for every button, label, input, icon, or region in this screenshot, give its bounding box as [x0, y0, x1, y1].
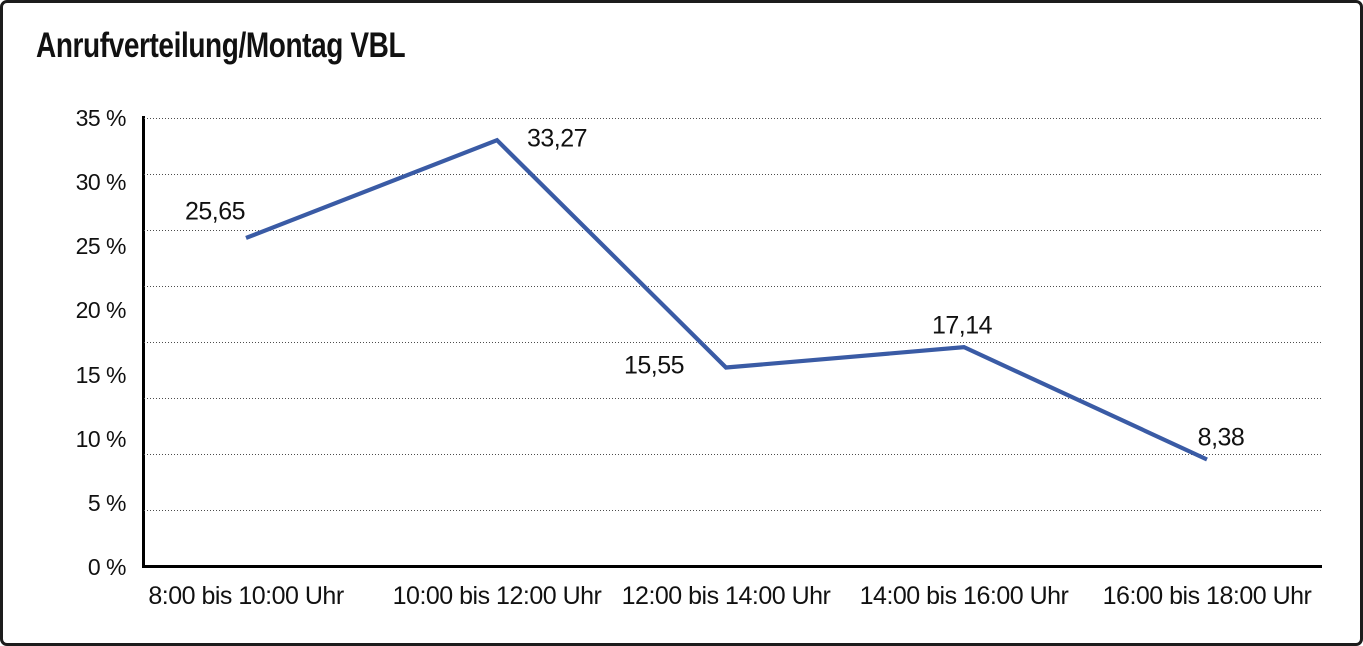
x-tick-label: 10:00 bis 12:00 Uhr: [392, 582, 602, 610]
data-series-line: [245, 137, 1208, 462]
y-tick-label: 25 %: [75, 233, 127, 260]
gridline: [144, 510, 1322, 512]
gridline: [144, 229, 1322, 231]
x-tick-label: 16:00 bis 18:00 Uhr: [1102, 582, 1312, 610]
gridline: [144, 117, 1322, 119]
data-point-label: 17,14: [931, 311, 993, 340]
x-tick-label: 12:00 bis 14:00 Uhr: [621, 582, 831, 610]
gridline: [144, 398, 1322, 400]
y-tick-label: 5 %: [87, 489, 127, 516]
gridline: [144, 173, 1322, 175]
data-point-label: 15,55: [623, 351, 685, 380]
y-tick-label: 35 %: [75, 105, 127, 131]
y-tick-label: 30 %: [75, 169, 127, 196]
data-point-label: 33,27: [526, 124, 588, 153]
y-tick-label: 20 %: [75, 297, 127, 324]
y-tick-label: 0 %: [87, 554, 127, 580]
x-axis-line: [144, 565, 1322, 568]
y-tick-label: 15 %: [75, 361, 127, 388]
gridline: [144, 285, 1322, 287]
gridline: [144, 454, 1322, 456]
y-tick-label: 10 %: [75, 425, 127, 452]
gridline: [144, 342, 1322, 343]
x-tick-label: 8:00 bis 10:00 Uhr: [148, 582, 344, 610]
chart-title: Anrufverteilung/Montag VBL: [36, 26, 406, 65]
y-axis-line: [142, 116, 145, 568]
data-point-label: 25,65: [184, 197, 246, 226]
data-point-label: 8,38: [1197, 423, 1245, 452]
x-tick-label: 14:00 bis 16:00 Uhr: [859, 582, 1069, 610]
